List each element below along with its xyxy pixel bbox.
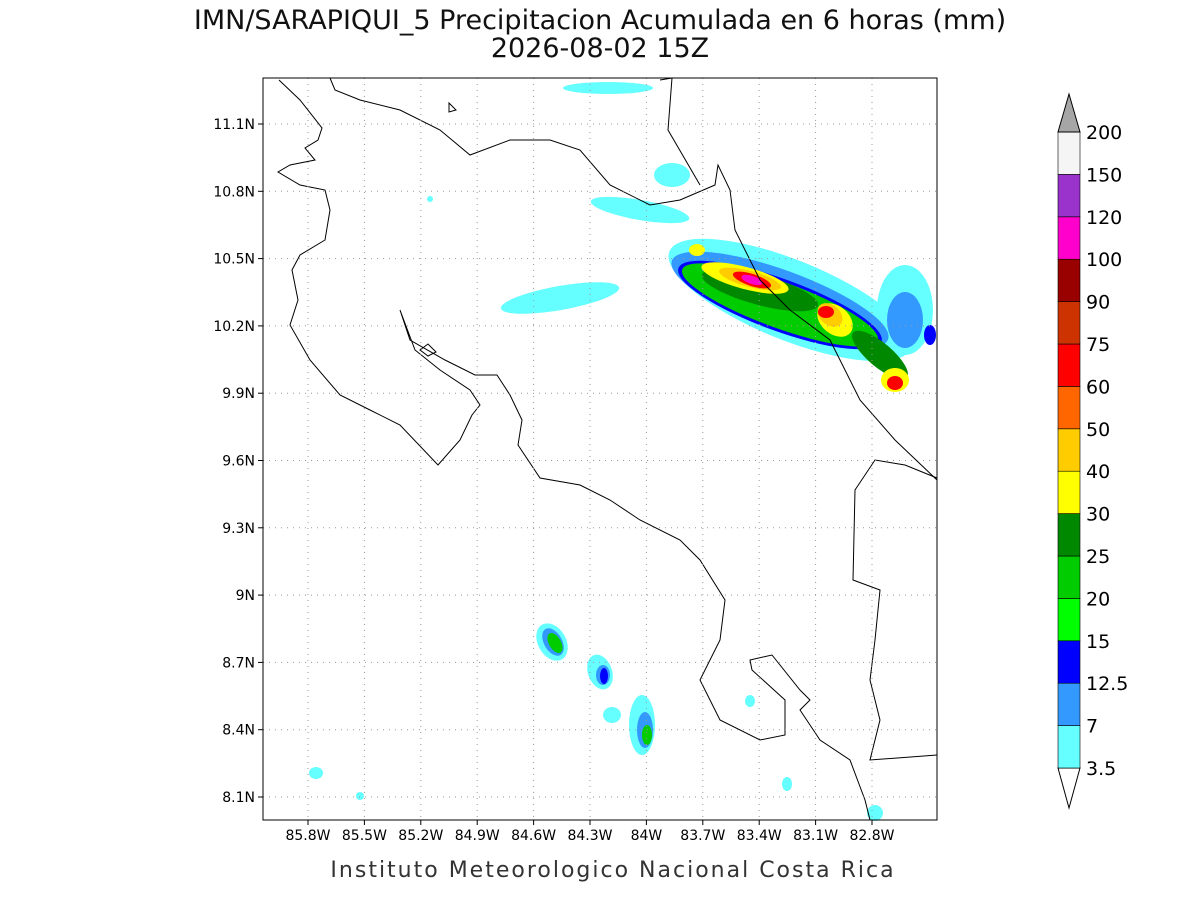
colorbar-box: [1057, 301, 1081, 345]
colorbar-box: [1057, 470, 1081, 514]
lat-label: 10.2N: [213, 319, 255, 335]
lon-label: 84W: [631, 828, 663, 844]
lat-label: 9N: [236, 588, 255, 604]
lat-label: 10.5N: [213, 252, 255, 268]
lon-label: 83.7W: [680, 828, 725, 844]
colorbar-box: [1057, 555, 1081, 599]
colorbar-label: 75: [1086, 334, 1110, 356]
lon-label: 82.8W: [849, 828, 894, 844]
lat-label: 8.4N: [222, 723, 255, 739]
lat-label: 11.1N: [213, 117, 255, 133]
lat-label: 9.3N: [222, 521, 255, 537]
colorbar-box: [1057, 216, 1081, 260]
colorbar-under: [1057, 767, 1081, 810]
lat-label: 8.7N: [222, 655, 255, 671]
lon-label: 85.8W: [285, 828, 330, 844]
lon-label: 85.2W: [398, 828, 443, 844]
coastlines: [277, 77, 938, 821]
lon-label: 84.6W: [511, 828, 556, 844]
colorbar-label: 90: [1086, 292, 1110, 314]
colorbar-label: 25: [1086, 546, 1110, 568]
colorbar-label: 30: [1086, 504, 1110, 526]
title: IMN/SARAPIQUI_5 Precipitacion Acumulada …: [194, 5, 1006, 36]
colorbar-label: 120: [1086, 207, 1122, 229]
colorbar-box: [1057, 428, 1081, 472]
colorbar-box: [1057, 682, 1081, 726]
colorbar-box: [1057, 174, 1081, 218]
colorbar-label: 20: [1086, 588, 1110, 610]
lat-label: 8.1N: [222, 790, 255, 806]
subtitle: 2026-08-02 15Z: [491, 33, 709, 64]
colorbar-box: [1057, 386, 1081, 430]
colorbar-box: [1057, 258, 1081, 302]
lon-label: 84.3W: [567, 828, 612, 844]
colorbar-box: [1057, 598, 1081, 642]
graticule: 85.8W 85.5W 85.2W 84.9W 84.6W 84.3W 84W 83.7W 83…: [213, 78, 937, 844]
colorbar-label: 150: [1086, 164, 1122, 186]
lon-label: 83.1W: [793, 828, 838, 844]
colorbar-box: [1057, 513, 1081, 557]
colorbar-label: 15: [1086, 631, 1110, 653]
lat-label: 9.6N: [222, 454, 255, 470]
colorbar: 3.5 7 12.5 15 20 25 30 40 50 60 75 90 100 120 150 200: [1057, 92, 1128, 810]
colorbar-label: 200: [1086, 122, 1122, 144]
colorbar-box: [1057, 725, 1081, 769]
colorbar-label: 40: [1086, 461, 1110, 483]
precipitation-field: [309, 82, 936, 821]
colorbar-label: 60: [1086, 376, 1110, 398]
colorbar-label: 12.5: [1086, 673, 1128, 695]
lon-label: 85.5W: [342, 828, 387, 844]
lat-label: 9.9N: [222, 386, 255, 402]
colorbar-box: [1057, 343, 1081, 387]
lat-label: 10.8N: [213, 184, 255, 200]
colorbar-label: 7: [1086, 716, 1098, 738]
colorbar-label: 50: [1086, 419, 1110, 441]
colorbar-label: 3.5: [1086, 758, 1116, 780]
map-frame: [262, 77, 938, 821]
colorbar-label: 100: [1086, 249, 1122, 271]
colorbar-over: [1057, 92, 1081, 133]
footer: Instituto Meteorologico Nacional Costa R…: [330, 858, 895, 883]
colorbar-box: [1057, 131, 1081, 175]
colorbar-box: [1057, 640, 1081, 684]
lon-label: 84.9W: [455, 828, 500, 844]
lon-label: 83.4W: [737, 828, 782, 844]
